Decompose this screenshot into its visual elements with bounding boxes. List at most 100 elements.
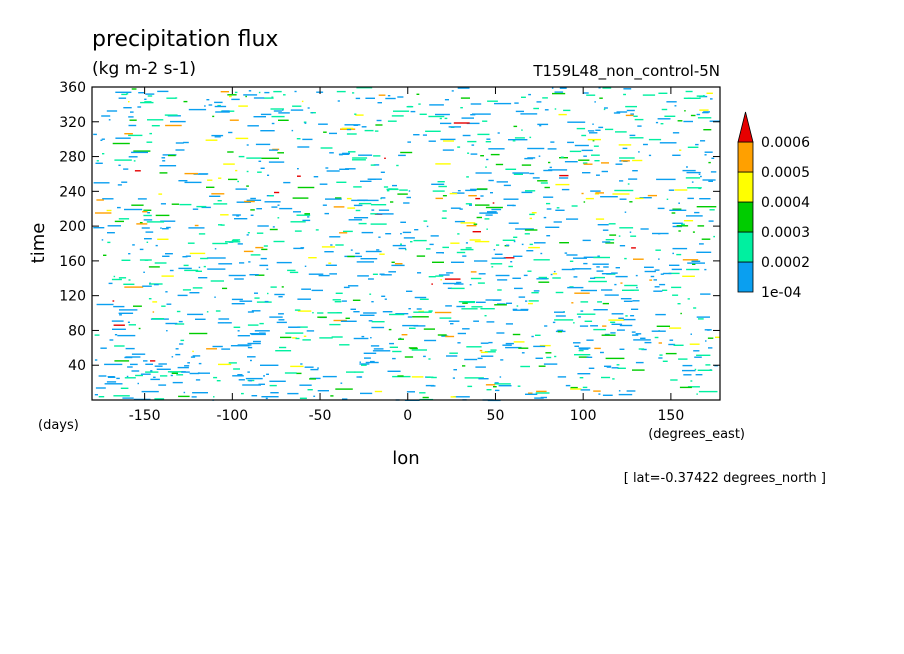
precip-cell <box>117 334 136 337</box>
precip-cell <box>418 103 421 105</box>
precip-cell <box>546 235 551 237</box>
precip-cell <box>391 264 405 267</box>
precip-cell <box>460 97 470 99</box>
precip-cell <box>685 177 701 179</box>
precip-cell <box>557 376 567 378</box>
precip-cell <box>457 190 461 192</box>
precip-cell <box>352 92 355 94</box>
precip-cell <box>623 93 626 96</box>
colorbar-swatch <box>737 141 754 173</box>
precip-cell <box>121 259 131 261</box>
precip-cell <box>556 207 560 209</box>
precip-cell <box>118 164 121 166</box>
precip-cell <box>505 244 510 246</box>
precip-cell <box>371 321 385 323</box>
precip-cell <box>387 120 397 122</box>
precip-cell <box>212 242 228 245</box>
precip-cell <box>528 392 533 394</box>
precip-cell <box>137 198 147 200</box>
precip-cell <box>700 293 711 295</box>
precip-cell <box>471 144 475 146</box>
precip-cell <box>308 257 317 259</box>
y-tick-label: 280 <box>59 150 86 166</box>
precip-cell <box>272 226 275 228</box>
precip-cell <box>189 252 206 255</box>
precip-cell <box>132 244 135 246</box>
precip-cell <box>464 301 475 304</box>
precip-cell <box>629 137 644 139</box>
precip-cell <box>336 181 347 183</box>
precip-cell <box>370 360 375 363</box>
precip-cell <box>596 174 600 176</box>
precip-cell <box>535 334 541 336</box>
precip-cell <box>674 189 688 191</box>
precip-cell <box>696 354 711 356</box>
precip-cell <box>600 351 604 354</box>
precip-cell <box>557 331 563 333</box>
precip-cell <box>682 169 696 172</box>
precip-cell <box>505 323 513 325</box>
precip-cell <box>697 117 712 119</box>
precip-cell <box>112 328 126 330</box>
precip-cell <box>184 365 190 367</box>
precip-cell <box>708 161 711 164</box>
precip-cell <box>247 342 261 345</box>
precip-cell <box>175 348 179 350</box>
precip-cell <box>326 170 340 172</box>
precip-cell <box>183 391 186 394</box>
precip-cell <box>124 208 143 211</box>
precip-cell <box>630 113 634 115</box>
precip-cell <box>672 252 674 255</box>
precip-cell <box>145 231 154 233</box>
precip-cell <box>271 206 278 208</box>
precip-cell <box>279 207 293 210</box>
precip-cell <box>630 235 637 237</box>
precip-cell <box>573 257 587 259</box>
precip-cell <box>615 131 627 133</box>
precip-cell <box>310 112 316 114</box>
precip-cell <box>553 221 562 223</box>
precip-cell <box>488 341 493 344</box>
precip-cell <box>375 124 383 126</box>
precip-cell <box>327 312 343 314</box>
x-tick-label: 150 <box>658 408 685 424</box>
precip-cell <box>502 344 512 346</box>
precip-cell <box>480 308 495 310</box>
precip-cell <box>554 91 564 93</box>
precip-cell <box>195 379 201 381</box>
precip-cell <box>637 125 642 127</box>
precip-cell <box>709 120 720 122</box>
precip-cell <box>617 367 626 369</box>
precip-cell <box>145 363 153 365</box>
precip-cell <box>449 192 458 195</box>
precip-cell <box>340 382 343 384</box>
precip-cell <box>521 96 526 98</box>
precip-cell <box>524 229 538 231</box>
precip-cell <box>151 318 165 320</box>
precip-cell <box>560 156 564 158</box>
precip-cell <box>263 97 274 99</box>
precip-cell <box>130 111 134 113</box>
precip-cell <box>313 395 316 397</box>
precip-cell <box>589 132 598 134</box>
precip-cell <box>686 215 703 217</box>
precip-cell <box>111 320 124 322</box>
precip-cell <box>304 213 310 215</box>
precip-cell <box>534 397 544 399</box>
precip-cell <box>605 128 614 131</box>
precip-cell <box>256 208 262 210</box>
precip-cell <box>255 274 265 276</box>
precip-cell <box>182 289 191 291</box>
y-tick-label: 200 <box>59 219 86 235</box>
precip-cell <box>430 235 439 237</box>
precip-cell <box>632 170 638 172</box>
precip-cell <box>609 234 617 236</box>
precip-cell <box>619 180 624 182</box>
precip-cell <box>612 378 615 380</box>
precip-cell <box>477 133 490 136</box>
precip-cell <box>166 226 171 229</box>
precip-cell <box>431 283 433 285</box>
precip-cell <box>700 175 702 178</box>
precip-cell <box>222 110 230 112</box>
y-tick-label: 80 <box>68 323 86 339</box>
